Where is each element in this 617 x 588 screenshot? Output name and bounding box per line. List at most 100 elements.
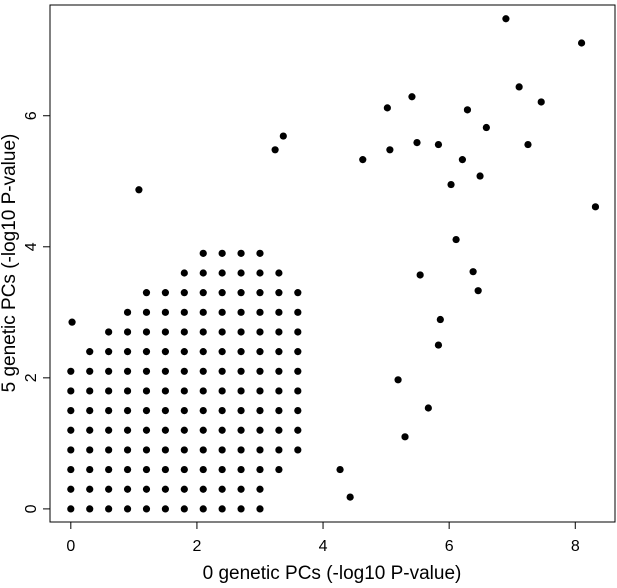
point xyxy=(86,485,94,493)
point xyxy=(275,269,283,277)
point xyxy=(199,505,207,513)
point xyxy=(256,289,264,297)
point xyxy=(123,407,132,415)
point xyxy=(123,465,132,474)
point xyxy=(86,505,94,513)
point xyxy=(199,269,207,277)
point xyxy=(105,426,113,434)
point xyxy=(142,426,151,434)
point xyxy=(424,404,432,412)
x-axis-title: 0 genetic PCs (-log10 P-value) xyxy=(203,563,462,583)
point xyxy=(218,308,226,316)
y-tick-label: 4 xyxy=(23,242,40,251)
point xyxy=(294,426,302,434)
point xyxy=(67,426,75,434)
point xyxy=(161,367,169,375)
point xyxy=(256,367,264,375)
point xyxy=(294,407,302,415)
point xyxy=(142,367,151,375)
point xyxy=(237,426,245,434)
point xyxy=(413,139,421,147)
point xyxy=(161,407,169,415)
point xyxy=(275,465,283,474)
point xyxy=(237,348,245,356)
point xyxy=(256,308,264,316)
point xyxy=(67,407,75,415)
point xyxy=(180,426,188,434)
point xyxy=(218,446,226,454)
point xyxy=(416,271,424,279)
point xyxy=(294,348,302,356)
point xyxy=(256,426,264,434)
point xyxy=(524,140,532,149)
point xyxy=(502,15,510,23)
point xyxy=(142,348,151,356)
point xyxy=(577,39,586,47)
point xyxy=(271,146,279,154)
point xyxy=(275,289,283,297)
point xyxy=(434,341,443,349)
point xyxy=(123,426,132,434)
point xyxy=(237,308,245,316)
point xyxy=(199,485,207,493)
point xyxy=(275,308,283,316)
point xyxy=(275,387,283,395)
point xyxy=(452,235,460,244)
point xyxy=(237,269,245,277)
point xyxy=(161,387,169,395)
point xyxy=(199,289,207,297)
point xyxy=(256,446,264,454)
point xyxy=(161,446,169,454)
point xyxy=(142,289,151,297)
point xyxy=(86,465,94,474)
x-tick-label: 8 xyxy=(571,538,580,555)
point xyxy=(105,367,113,375)
point xyxy=(161,465,169,474)
point xyxy=(591,203,600,211)
point xyxy=(105,328,113,336)
point xyxy=(180,289,188,297)
point xyxy=(67,446,75,454)
point xyxy=(123,485,132,493)
point xyxy=(218,348,226,356)
point xyxy=(237,328,245,336)
point xyxy=(256,348,264,356)
y-axis-title: 5 genetic PCs (-log10 P-value) xyxy=(0,134,20,393)
point xyxy=(401,433,409,441)
point xyxy=(199,328,207,336)
point xyxy=(68,318,76,326)
point xyxy=(515,83,523,91)
point xyxy=(142,387,151,395)
point xyxy=(135,186,143,194)
point xyxy=(161,426,169,434)
point xyxy=(218,426,226,434)
point xyxy=(67,485,75,493)
point xyxy=(294,446,302,454)
point xyxy=(105,485,113,493)
point xyxy=(294,328,302,336)
point xyxy=(436,315,444,324)
point xyxy=(275,407,283,415)
point xyxy=(123,367,132,375)
point xyxy=(180,387,188,395)
point xyxy=(474,287,482,295)
x-tick-label: 6 xyxy=(445,538,454,555)
point xyxy=(142,446,151,454)
point xyxy=(180,407,188,415)
point xyxy=(161,289,169,297)
point xyxy=(275,426,283,434)
point xyxy=(199,348,207,356)
point xyxy=(123,328,132,336)
point xyxy=(123,308,132,316)
point xyxy=(123,387,132,395)
point xyxy=(294,289,302,297)
point xyxy=(237,446,245,454)
point xyxy=(86,387,94,395)
point xyxy=(237,505,245,513)
point xyxy=(237,289,245,297)
point xyxy=(256,328,264,336)
point xyxy=(256,485,264,493)
point xyxy=(199,249,207,257)
point xyxy=(67,367,75,375)
point xyxy=(275,348,283,356)
